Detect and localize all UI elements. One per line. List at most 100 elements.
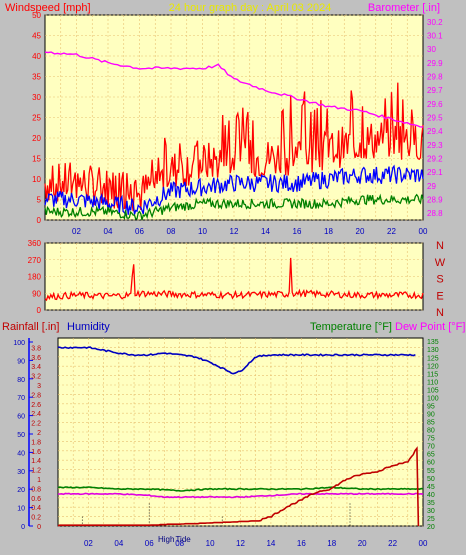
barometer-label: Barometer [.in] xyxy=(368,2,440,14)
windspeed-tick-label: 20 xyxy=(32,134,41,143)
humidity-tick-label: 70 xyxy=(17,395,25,402)
hour-tick-label: 02 xyxy=(72,227,81,236)
windspeed-tick-label: 25 xyxy=(32,114,41,123)
hour-tick-label: 02 xyxy=(84,539,93,548)
hour-tick-label: 18 xyxy=(327,539,336,548)
hour-tick-label: 04 xyxy=(114,539,123,548)
barometer-tick-label: 29.7 xyxy=(427,86,443,95)
humidity-label: Humidity xyxy=(67,321,110,333)
hour-tick-label: 18 xyxy=(324,227,333,236)
rainfall-tick-label: 0.8 xyxy=(31,486,41,493)
rainfall-label: Rainfall [.in] xyxy=(2,321,59,333)
barometer-tick-label: 29.2 xyxy=(427,155,443,164)
temperature-tick-label: 135 xyxy=(427,339,439,346)
barometer-tick-label: 29.9 xyxy=(427,59,443,68)
windspeed-label: Windspeed [mph] xyxy=(5,2,91,14)
hour-tick-label: 12 xyxy=(230,227,239,236)
temperature-tick-label: 80 xyxy=(427,428,435,435)
hour-tick-label: 00 xyxy=(419,227,428,236)
hour-tick-label: 08 xyxy=(175,539,184,548)
rainfall-tick-label: 1.4 xyxy=(31,458,41,465)
temperature-tick-label: 85 xyxy=(427,420,435,427)
temperature-tick-label: 110 xyxy=(427,379,438,386)
direction-plot-axes: 0 90 180 270 360 xyxy=(28,239,42,315)
humidity-tick-label: 100 xyxy=(13,340,25,347)
windspeed-tick-label: 5 xyxy=(37,196,42,205)
windspeed-tick-label: 50 xyxy=(32,11,41,20)
hour-tick-label: 10 xyxy=(198,227,207,236)
rainfall-tick-label: 0.6 xyxy=(31,496,41,503)
high-tide-label: HighTide xyxy=(158,535,191,544)
rain-plot-axes: 0 0.2 0.4 0.6 0.8 1 1.2 1.4 1.6 1.8 2 2.2 2.4 2.6 2.8 3… xyxy=(13,338,439,548)
hour-tick-label: 16 xyxy=(293,227,302,236)
hour-tick-label: 08 xyxy=(167,227,176,236)
humidity-tick-label: 0 xyxy=(21,524,25,531)
hour-tick-label: 20 xyxy=(358,539,367,548)
barometer-tick-label: 29.3 xyxy=(427,141,443,150)
windspeed-tick-label: 0 xyxy=(37,216,42,225)
temperature-tick-label: 40 xyxy=(427,492,435,499)
rainfall-tick-label: 2 xyxy=(37,430,41,437)
rainfall-tick-label: 3.8 xyxy=(31,345,41,352)
barometer-tick-label: 30.2 xyxy=(427,18,443,27)
humidity-tick-label: 50 xyxy=(17,432,25,439)
temperature-tick-label: 55 xyxy=(427,468,435,475)
barometer-tick-label: 29.6 xyxy=(427,100,443,109)
direction-tick-label: 180 xyxy=(28,273,42,282)
temperature-tick-label: 30 xyxy=(427,508,435,515)
compass-label: N xyxy=(436,240,444,252)
rainfall-tick-label: 1.6 xyxy=(31,449,41,456)
temperature-tick-label: 45 xyxy=(427,484,435,491)
hour-tick-label: 06 xyxy=(145,539,154,548)
barometer-tick-label: 29.4 xyxy=(427,127,443,136)
rainfall-tick-label: 2.2 xyxy=(31,421,41,428)
direction-tick-label: 0 xyxy=(37,306,42,315)
temperature-tick-label: 125 xyxy=(427,355,439,362)
rainfall-tick-label: 0.4 xyxy=(31,505,41,512)
wind-plot-axes: 0 5 10 15 20 25 30 35 40 45 50 28.8 28.9 29 29.1 29.2 29… xyxy=(32,11,443,236)
temperature-tick-label: 95 xyxy=(427,403,435,410)
wind-direction-line xyxy=(44,257,424,302)
compass-label: N xyxy=(436,307,444,319)
windspeed-tick-label: 30 xyxy=(32,93,41,102)
hour-tick-label: 04 xyxy=(104,227,113,236)
windspeed-tick-label: 35 xyxy=(32,73,41,82)
dewpoint-label: Dew Point [°F] xyxy=(395,321,465,333)
rainfall-tick-label: 1.2 xyxy=(31,468,41,475)
wind-plot-grid xyxy=(45,14,423,221)
hour-tick-label: 12 xyxy=(236,539,245,548)
rainfall-tick-label: 3 xyxy=(37,383,41,390)
windspeed-tick-label: 45 xyxy=(32,32,41,41)
humidity-tick-label: 80 xyxy=(17,377,25,384)
barometer-tick-label: 30 xyxy=(427,45,436,54)
rainfall-tick-label: 3.6 xyxy=(31,355,41,362)
temperature-tick-label: 20 xyxy=(427,524,435,531)
barometer-line xyxy=(44,51,424,128)
high-word: High xyxy=(158,535,174,544)
barometer-tick-label: 29 xyxy=(427,182,436,191)
hour-tick-label: 14 xyxy=(266,539,275,548)
temperature-tick-label: 70 xyxy=(427,444,435,451)
humidity-tick-label: 20 xyxy=(17,487,25,494)
hour-tick-label: 10 xyxy=(206,539,215,548)
humidity-tick-label: 60 xyxy=(17,414,25,421)
temperature-tick-label: 65 xyxy=(427,452,435,459)
hour-tick-label: 20 xyxy=(356,227,365,236)
hour-tick-label: 00 xyxy=(419,539,428,548)
temperature-tick-label: 35 xyxy=(427,500,435,507)
hour-tick-label: 22 xyxy=(387,227,396,236)
rainfall-tick-label: 0.2 xyxy=(31,515,41,522)
humidity-tick-label: 40 xyxy=(17,450,25,457)
wind-plot-series xyxy=(44,51,424,221)
direction-plot-series xyxy=(44,257,424,302)
rainfall-tick-label: 1 xyxy=(37,477,41,484)
windspeed-tick-label: 10 xyxy=(32,175,41,184)
dewpoint-line xyxy=(57,492,424,499)
direction-tick-label: 360 xyxy=(28,239,42,248)
temperature-tick-label: 90 xyxy=(427,412,435,419)
compass-label: E xyxy=(436,290,443,302)
temperature-tick-label: 50 xyxy=(427,476,435,483)
rainfall-line xyxy=(57,446,420,527)
